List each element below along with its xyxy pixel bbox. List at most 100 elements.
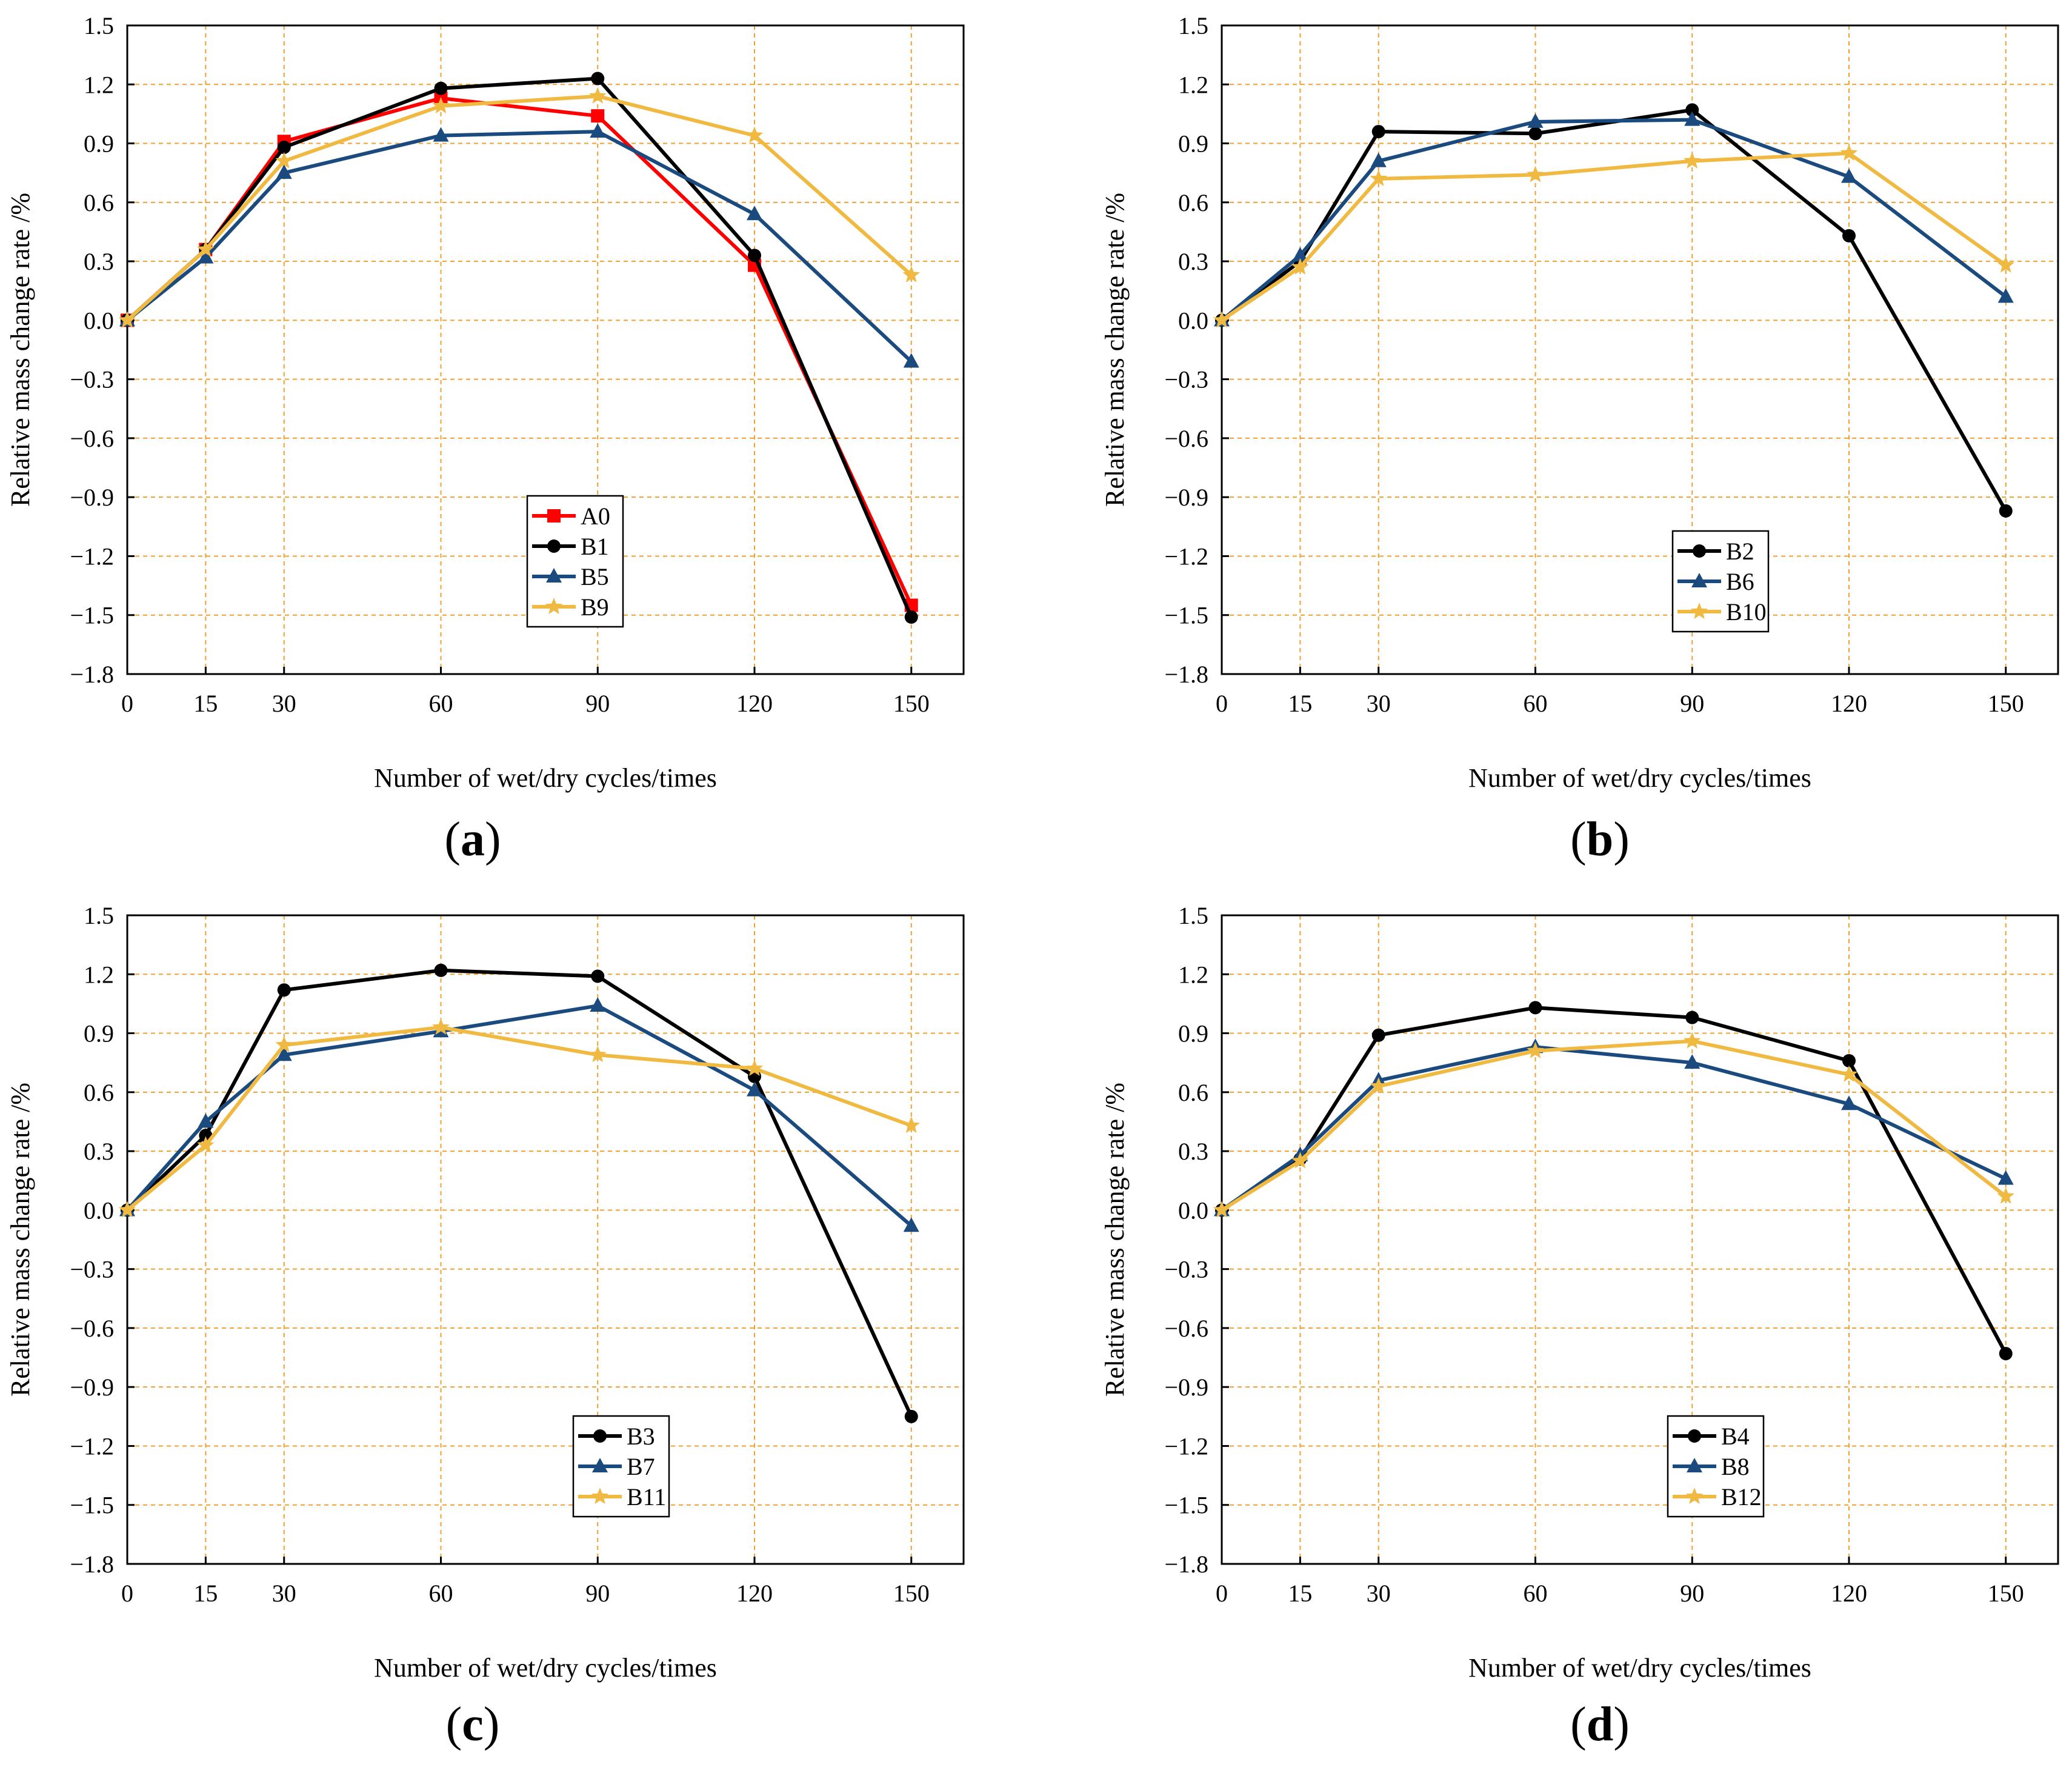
chart-panel-c: 0 15 30 60 90 120 150 1.5 1.2 0.9 0.6 0.3 0.0 −0.3 −0.…	[5, 902, 965, 1683]
data-point-b8	[1684, 1054, 1701, 1069]
plot-frame	[1221, 24, 2059, 675]
series-line-b9	[125, 94, 913, 322]
series-line-a0	[125, 96, 913, 606]
x-tick-label: 30	[1367, 690, 1391, 717]
y-tick-label: 1.5	[1178, 902, 1208, 929]
panel-label-c: (c)	[445, 1698, 500, 1751]
y-tick-label: 1.5	[84, 902, 114, 929]
x-tick-label: 15	[1288, 1580, 1312, 1607]
y-tick-label: 0.3	[84, 1138, 114, 1165]
y-tick-label: 1.2	[84, 71, 114, 98]
y-tick-label: 0.3	[84, 248, 114, 275]
y-tick-label: −1.5	[70, 602, 114, 629]
data-point-b10	[1213, 311, 1231, 328]
data-point-b1	[591, 72, 605, 85]
data-point-b9	[275, 152, 293, 169]
data-point-b7	[276, 1046, 292, 1061]
data-point-b2	[1371, 125, 1385, 139]
series-line-b1	[125, 76, 913, 618]
data-point-a0	[591, 109, 605, 123]
x-tick-label: 150	[1988, 1580, 2024, 1607]
y-tick-label: −1.8	[70, 661, 114, 688]
data-point-b9	[197, 240, 215, 257]
data-point-b10	[1840, 144, 1858, 161]
plot-frame	[1221, 914, 2059, 1565]
x-tick-label: 60	[429, 690, 453, 717]
x-tick-label: 60	[1524, 690, 1548, 717]
y-tick-label: 0.3	[1178, 248, 1208, 275]
data-point-b10	[1997, 256, 2014, 273]
y-tick-label: −1.2	[1164, 1432, 1208, 1460]
data-point-b6	[1684, 111, 1701, 126]
y-tick-label: 0.9	[84, 1020, 114, 1047]
y-tick-label: 0.0	[84, 307, 114, 334]
x-tick-label: 120	[736, 1580, 773, 1607]
data-point-b11	[432, 1018, 450, 1035]
data-point-b3	[904, 1409, 918, 1423]
data-point-b4	[1528, 1001, 1542, 1015]
legend-label-b6: B6	[1726, 568, 1754, 595]
y-tick-label: −0.3	[70, 1256, 114, 1283]
legend-marker-b8	[1687, 1458, 1702, 1472]
series-line-b10	[1221, 151, 2007, 322]
y-tick-label: −1.2	[1164, 543, 1208, 570]
legend-label-b1: B1	[581, 533, 609, 560]
legend-label-b5: B5	[581, 563, 609, 590]
legend-marker-b9	[545, 598, 563, 615]
chart-panel-b: 0 15 30 60 90 120 150 1.5 1.2 0.9 0.6 0.3 0.0 −0.3 −0.…	[1100, 12, 2059, 793]
y-axis-label: Relative mass change rate /%	[1100, 193, 1130, 507]
legend-marker-a0	[547, 509, 561, 523]
y-axis-label: Relative mass change rate /%	[5, 193, 35, 507]
data-point-b9	[902, 266, 920, 282]
chart-panel-a: 0 15 30 60 90 120 150 1.5 1.2 0.9 0.6 0.3 0.0 −0.3 −0.…	[5, 12, 965, 793]
legend-label-b3: B3	[627, 1423, 655, 1450]
data-point-b9	[745, 126, 764, 143]
legend-label-a0: A0	[581, 503, 610, 530]
legend-marker-b5	[546, 568, 562, 583]
y-tick-label: 1.5	[84, 12, 114, 39]
data-point-b10	[1527, 165, 1544, 182]
data-point-b10	[1370, 169, 1387, 186]
chart-panel-d: 0 15 30 60 90 120 150 1.5 1.2 0.9 0.6 0.3 0.0 −0.3 −0.…	[1100, 902, 2059, 1683]
x-tick-label: 15	[193, 690, 218, 717]
data-point-b12	[1840, 1065, 1858, 1082]
data-point-b11	[118, 1201, 136, 1218]
data-point-b7	[590, 997, 606, 1012]
y-tick-label: −0.6	[1164, 425, 1208, 452]
data-point-b5	[198, 249, 214, 264]
x-tick-label: 150	[1988, 690, 2024, 717]
y-tick-label: 0.9	[1178, 1020, 1208, 1047]
series-line-b2	[1221, 108, 2008, 512]
y-tick-label: 0.0	[84, 1197, 114, 1224]
y-tick-label: −0.3	[1164, 366, 1208, 393]
y-tick-label: −1.2	[70, 543, 114, 570]
y-tick-label: 0.3	[1178, 1138, 1208, 1165]
legend-marker-b10	[1690, 603, 1708, 620]
data-point-b11	[589, 1046, 607, 1063]
legend-marker-b3	[593, 1429, 607, 1443]
data-point-b6	[1841, 168, 1857, 183]
y-tick-label: −1.2	[70, 1432, 114, 1460]
data-point-b9	[589, 87, 607, 104]
data-point-b12	[1291, 1152, 1309, 1169]
y-tick-label: −1.8	[1164, 1551, 1208, 1578]
data-point-b5	[433, 127, 449, 142]
data-point-b6	[1370, 152, 1387, 167]
y-tick-label: −0.9	[70, 1374, 114, 1401]
legend-label-b8: B8	[1721, 1453, 1750, 1480]
data-point-b1	[748, 249, 761, 262]
data-point-b7	[747, 1081, 762, 1097]
x-tick-label: 30	[272, 1580, 296, 1607]
data-point-b12	[1370, 1077, 1387, 1094]
data-point-b12	[1527, 1041, 1544, 1058]
y-tick-label: −0.9	[1164, 484, 1208, 511]
y-tick-label: 0.0	[1178, 307, 1208, 334]
x-axis-label: Number of wet/dry cycles/times	[1468, 763, 1811, 793]
legend-marker-b6	[1691, 573, 1707, 587]
data-point-b1	[904, 610, 918, 624]
data-point-b8	[1841, 1095, 1857, 1110]
data-point-b6	[1997, 288, 2014, 303]
data-point-b1	[434, 81, 448, 95]
y-tick-label: 0.6	[1178, 1079, 1208, 1106]
x-tick-label: 150	[893, 690, 930, 717]
